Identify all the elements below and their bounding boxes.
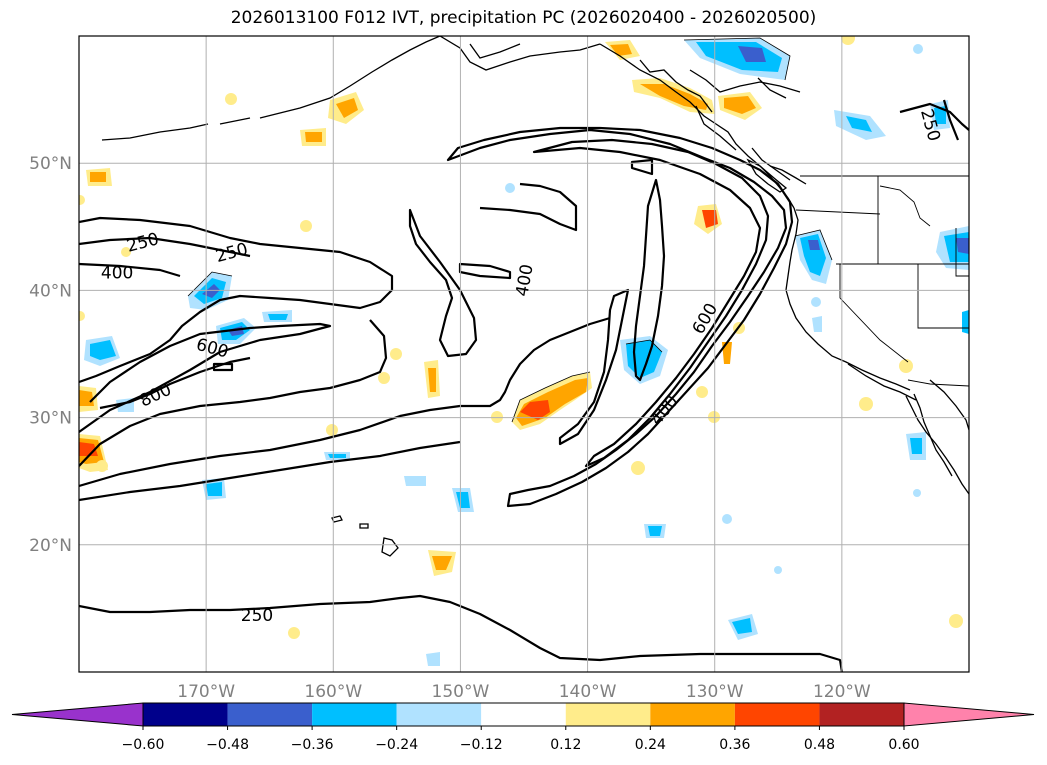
colorbar-tick-label: 0.24	[635, 737, 666, 753]
contour-label: 250	[125, 229, 162, 257]
coastlines	[101, 36, 969, 557]
colorbar-extend-high	[903, 702, 1035, 727]
colorbar-tick-label: −0.60	[122, 737, 165, 753]
graticule	[79, 36, 969, 672]
colorbar-tick-label: −0.48	[206, 737, 249, 753]
contour-label: 400	[101, 264, 133, 284]
lat-tick-label: 30°N	[29, 409, 72, 429]
colorbar-tick-label: 0.48	[804, 737, 835, 753]
blob-outlines	[187, 37, 833, 423]
map-frame	[78, 35, 970, 673]
colorbar-segment	[143, 703, 228, 726]
lon-tick-label: 130°W	[686, 682, 744, 702]
contour-label: 400	[512, 263, 537, 298]
colorbar-tick-label: 0.60	[888, 737, 919, 753]
lon-tick-label: 140°W	[559, 682, 617, 702]
lon-tick-label: 170°W	[177, 682, 235, 702]
lat-tick-label: 50°N	[29, 154, 72, 174]
colorbar-segment	[481, 703, 566, 726]
colorbar-ticks: −0.60 −0.48 −0.36 −0.24 −0.12 0.12 0.24 0.36 0.4…	[122, 726, 920, 753]
chart-title: 2026013100 F012 IVT, precipitation PC (2…	[230, 8, 817, 28]
lon-tick-label: 150°W	[432, 682, 490, 702]
colorbar-segment	[734, 703, 820, 726]
colorbar-segment	[650, 703, 735, 726]
colorbar	[11, 702, 1035, 727]
latitude-labels: 20°N 30°N 40°N 50°N	[29, 154, 72, 556]
colorbar-tick-label: 0.36	[719, 737, 750, 753]
colorbar-tick-label: −0.36	[291, 737, 334, 753]
colorbar-tick-label: −0.12	[460, 737, 503, 753]
colorbar-extend-low	[11, 702, 144, 727]
ivt-contours	[79, 99, 969, 672]
colorbar-segment	[819, 703, 904, 726]
colorbar-segment	[396, 703, 482, 726]
colorbar-segment	[565, 703, 651, 726]
colorbar-tick-label: −0.24	[375, 737, 418, 753]
lat-tick-label: 20°N	[29, 536, 72, 556]
contour-label: 250	[214, 239, 251, 267]
lat-tick-label: 40°N	[29, 281, 72, 301]
precipitation-shading	[79, 36, 969, 666]
lon-tick-label: 160°W	[304, 682, 362, 702]
colorbar-tick-label: 0.12	[550, 737, 581, 753]
colorbar-frame	[142, 702, 905, 727]
colorbar-segment	[227, 703, 313, 726]
longitude-labels: 170°W 160°W 150°W 140°W 130°W 120°W	[177, 682, 871, 702]
lon-tick-label: 120°W	[813, 682, 871, 702]
contour-label: 400	[647, 392, 683, 430]
political-borders	[795, 175, 969, 387]
colorbar-segment	[312, 703, 397, 726]
contour-label: 250	[241, 606, 273, 626]
